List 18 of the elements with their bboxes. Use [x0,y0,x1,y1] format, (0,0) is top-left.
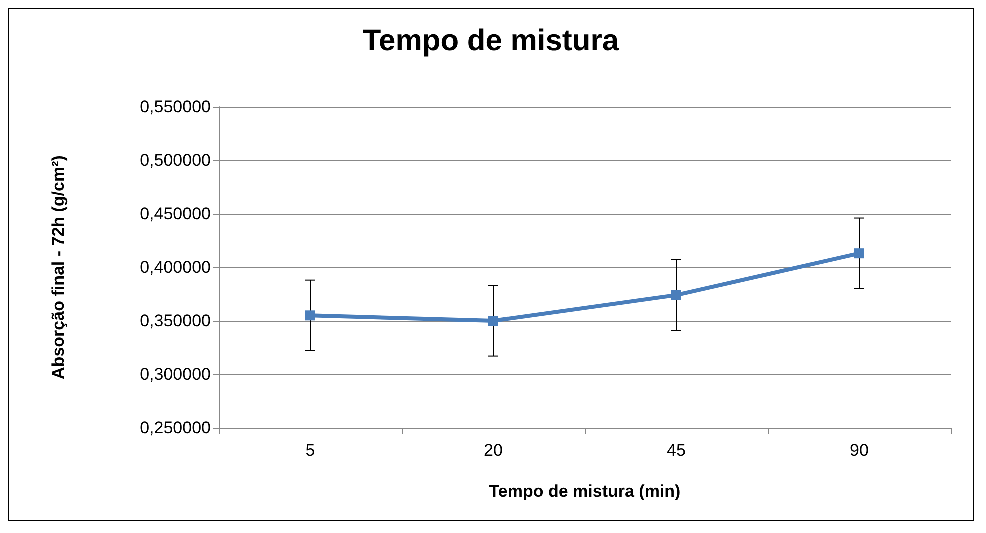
x-tick-label: 5 [306,441,316,460]
x-tick-label: 20 [484,441,503,460]
point [672,290,682,300]
point [488,316,498,326]
x-tick-label: 90 [850,441,869,460]
point [306,310,316,321]
y-tick-label: 0,450000 [140,204,211,224]
y-tick-label: 0,550000 [140,98,211,116]
y-tick-label: 0,500000 [140,151,211,170]
x-axis-title: Tempo de mistura (min) [489,482,681,501]
y-tick-label: 0,400000 [140,258,211,277]
point [854,248,864,259]
y-tick-label: 0,300000 [140,365,211,384]
chart-title: Tempo de mistura [362,24,620,58]
y-tick-label: 0,250000 [140,418,211,438]
y-tick-label: 0,350000 [140,312,211,330]
x-tick-label: 45 [667,441,686,460]
y-axis-title: Absorção final - 72h (g/cm²) [49,156,68,380]
